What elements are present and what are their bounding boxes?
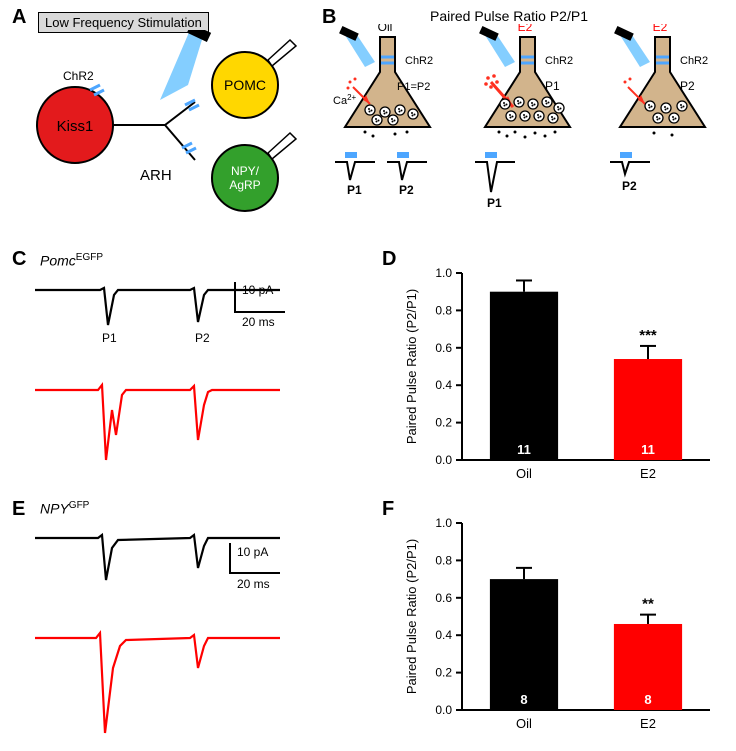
panel-c-traces: P1 P2 10 pA 20 ms xyxy=(30,270,360,490)
svg-text:**: ** xyxy=(642,596,654,613)
panel-c-label: C xyxy=(12,248,26,271)
svg-text:0.8: 0.8 xyxy=(435,553,452,567)
panel-e-traces: 10 pA 20 ms xyxy=(30,518,360,743)
svg-text:ChR2: ChR2 xyxy=(405,55,433,67)
svg-text:Ca2+: Ca2+ xyxy=(333,93,357,107)
svg-text:0.2: 0.2 xyxy=(435,666,452,680)
svg-text:POMC: POMC xyxy=(224,77,266,93)
svg-text:NPY/: NPY/ xyxy=(231,164,260,178)
svg-text:P1: P1 xyxy=(487,196,502,210)
svg-text:0.2: 0.2 xyxy=(435,416,452,430)
svg-text:AgRP: AgRP xyxy=(229,178,260,192)
svg-text:11: 11 xyxy=(641,442,655,457)
svg-text:P1: P1 xyxy=(347,183,362,197)
svg-text:***: *** xyxy=(639,327,657,344)
svg-text:P1: P1 xyxy=(102,331,117,345)
svg-text:ChR2: ChR2 xyxy=(680,55,708,67)
svg-text:8: 8 xyxy=(520,692,527,707)
panel-d-chart: Paired Pulse Ratio (P2/P1) 0.0 0.2 0.4 0.6 0.… xyxy=(400,255,720,490)
panel-f-label: F xyxy=(382,498,394,521)
svg-text:11: 11 xyxy=(517,442,531,457)
svg-text:E2: E2 xyxy=(640,716,656,731)
svg-text:ARH: ARH xyxy=(140,167,172,184)
svg-text:0.4: 0.4 xyxy=(435,628,452,642)
svg-text:P2: P2 xyxy=(399,183,414,197)
svg-text:Kiss1: Kiss1 xyxy=(57,118,94,135)
svg-text:0.6: 0.6 xyxy=(435,591,452,605)
svg-text:1.0: 1.0 xyxy=(435,516,452,530)
svg-text:Oil: Oil xyxy=(516,716,532,731)
svg-text:1.0: 1.0 xyxy=(435,266,452,280)
svg-text:ChR2: ChR2 xyxy=(545,55,573,67)
svg-text:Paired Pulse Ratio (P2/P1): Paired Pulse Ratio (P2/P1) xyxy=(404,289,419,444)
panel-b-diagram: Oil ChR2 Ca2+ P1=P2 P1 P2 E2 ChR2 xyxy=(330,24,730,244)
panel-e-label: E xyxy=(12,498,25,521)
svg-text:Paired Pulse Ratio (P2/P1): Paired Pulse Ratio (P2/P1) xyxy=(404,539,419,694)
svg-text:P2: P2 xyxy=(195,331,210,345)
svg-text:ChR2: ChR2 xyxy=(63,69,94,83)
panel-e-title: NPYGFP xyxy=(40,500,89,517)
svg-text:20 ms: 20 ms xyxy=(237,577,270,591)
svg-text:8: 8 xyxy=(644,692,651,707)
svg-text:P1=P2: P1=P2 xyxy=(397,81,430,93)
svg-text:E2: E2 xyxy=(640,466,656,481)
svg-text:P1: P1 xyxy=(545,79,560,93)
svg-text:0.0: 0.0 xyxy=(435,703,452,717)
panel-a-diagram: Kiss1 ChR2 POMC NPY/ AgRP ARH xyxy=(10,30,320,240)
panel-b-title: Paired Pulse Ratio P2/P1 xyxy=(430,8,588,24)
svg-text:Oil: Oil xyxy=(516,466,532,481)
svg-text:20 ms: 20 ms xyxy=(242,315,275,329)
svg-text:P2: P2 xyxy=(622,179,637,193)
panel-f-chart: Paired Pulse Ratio (P2/P1) 0.0 0.2 0.4 0.6 0.… xyxy=(400,505,720,740)
svg-text:0.6: 0.6 xyxy=(435,341,452,355)
svg-text:E2: E2 xyxy=(653,24,668,34)
panel-c-title: PomcEGFP xyxy=(40,252,103,269)
svg-text:E2: E2 xyxy=(518,24,533,34)
panel-d-label: D xyxy=(382,248,396,271)
svg-text:10 pA: 10 pA xyxy=(242,283,273,297)
panel-a-label: A xyxy=(12,6,26,29)
svg-text:Oil: Oil xyxy=(378,24,393,34)
svg-text:10 pA: 10 pA xyxy=(237,545,268,559)
svg-text:0.8: 0.8 xyxy=(435,303,452,317)
svg-text:0.4: 0.4 xyxy=(435,378,452,392)
svg-text:0.0: 0.0 xyxy=(435,453,452,467)
svg-text:P2: P2 xyxy=(680,79,695,93)
